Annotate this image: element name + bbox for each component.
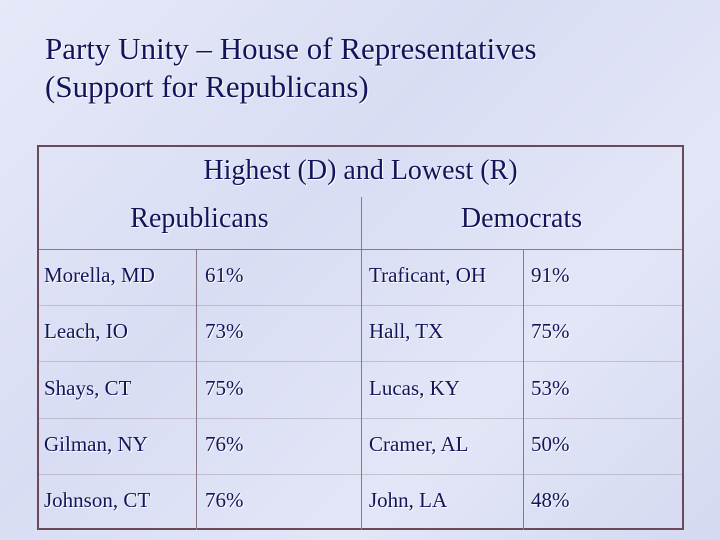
row-divider: [39, 473, 682, 475]
percent-cell: 73%: [205, 319, 244, 344]
percent-cell: 76%: [205, 431, 244, 456]
member-cell: Cramer, AL: [369, 431, 469, 456]
percent-cell: 53%: [531, 375, 570, 400]
member-cell: Morella, MD: [44, 263, 155, 288]
divider: [523, 249, 524, 530]
member-cell: Hall, TX: [369, 319, 444, 344]
group-header: Democrats: [460, 203, 583, 234]
divider: [39, 249, 682, 250]
percent-cell: 48%: [531, 487, 570, 512]
member-cell: John, LA: [369, 487, 448, 512]
row-divider: [39, 361, 682, 363]
divider: [196, 249, 197, 530]
percent-cell: 75%: [205, 375, 244, 400]
divider: [361, 197, 362, 530]
member-cell: Johnson, CT: [44, 487, 151, 512]
percent-cell: 61%: [205, 263, 244, 288]
row-divider: [39, 305, 682, 307]
group-header: Republicans: [130, 203, 269, 234]
member-cell: Gilman, NY: [44, 431, 148, 456]
table-caption: Highest (D) and Lowest (R): [203, 155, 518, 186]
member-cell: Shays, CT: [44, 375, 132, 400]
table: Highest (D) and Lowest (R) Republicans D…: [37, 145, 684, 530]
title-line: (Support for Republicans): [45, 69, 369, 104]
percent-cell: 76%: [205, 487, 244, 512]
percent-cell: 50%: [531, 431, 570, 456]
title-line: Party Unity – House of Representatives: [45, 31, 537, 66]
member-cell: Lucas, KY: [369, 375, 460, 400]
percent-cell: 91%: [531, 263, 570, 288]
percent-cell: 75%: [531, 319, 570, 344]
row-divider: [39, 417, 682, 419]
member-cell: Leach, IO: [44, 319, 128, 344]
member-cell: Traficant, OH: [369, 263, 487, 288]
